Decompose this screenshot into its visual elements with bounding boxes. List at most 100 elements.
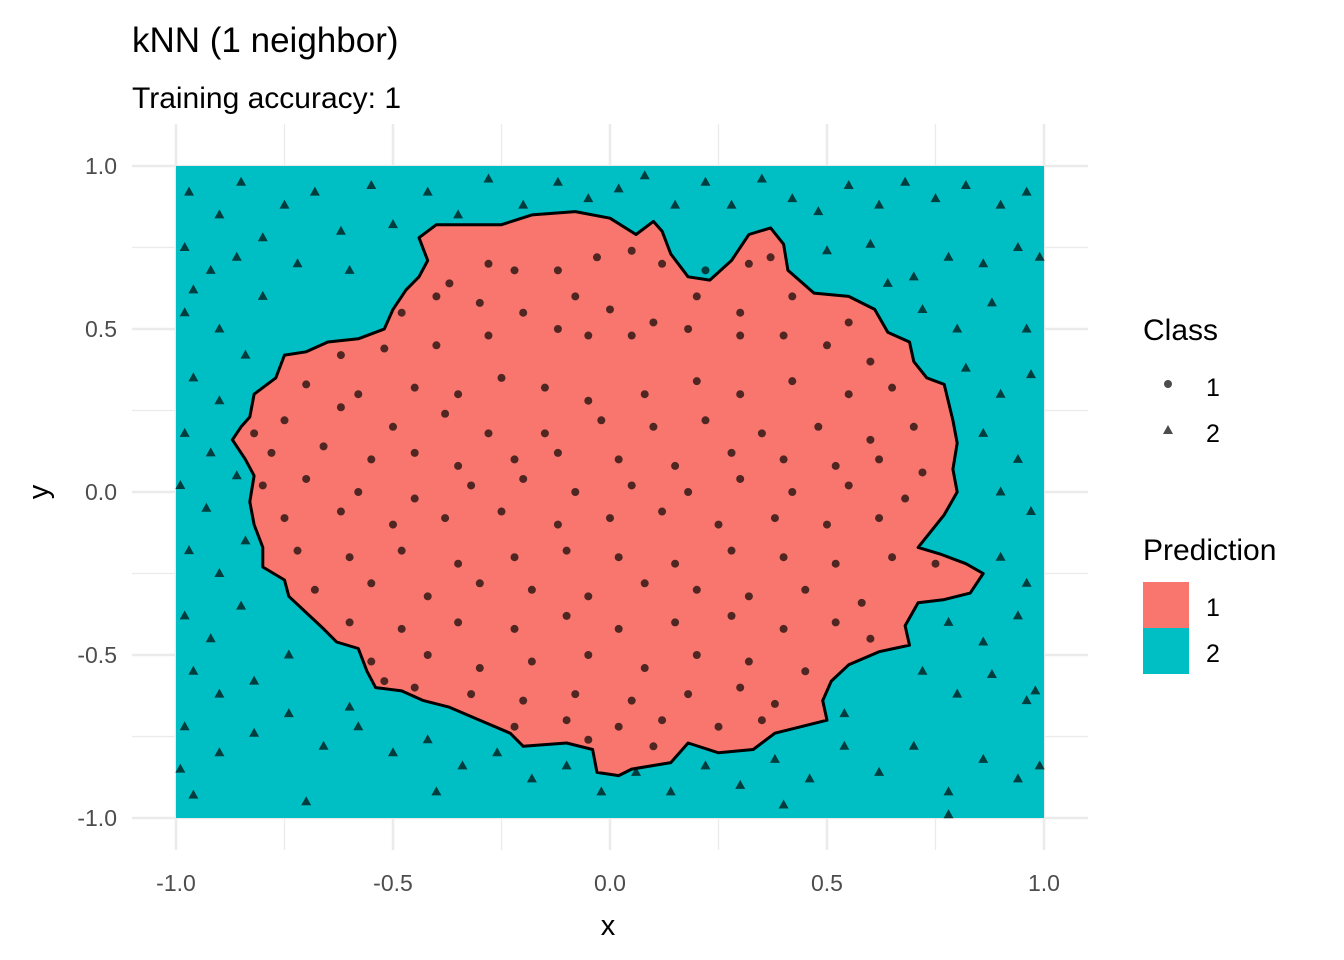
class-2-point [787, 193, 798, 203]
class-1-point [467, 690, 476, 699]
class-2-point [769, 753, 780, 763]
class-2-point [960, 180, 971, 190]
class-1-point [640, 390, 649, 399]
class-1-point [766, 253, 775, 262]
class-2-point [917, 303, 928, 313]
class-2-point [257, 290, 268, 300]
class-2-point [596, 786, 607, 796]
class-1-point [510, 624, 519, 633]
class-1-point [410, 494, 419, 503]
class-1-point [527, 657, 536, 666]
class-1-point [736, 308, 745, 317]
class-1-point [397, 624, 406, 633]
class-1-point [410, 383, 419, 392]
class-2-point [249, 727, 260, 737]
class-1-point [584, 396, 593, 405]
class-2-point [843, 180, 854, 190]
class-1-point [831, 618, 840, 627]
class-2-point [1021, 577, 1032, 587]
class-1-point [454, 618, 463, 627]
class-2-point [236, 600, 247, 610]
class-1-point [258, 481, 267, 490]
class-2-point [344, 264, 355, 274]
class-2-point [735, 779, 746, 789]
class-2-point [613, 183, 624, 193]
class-2-point [214, 688, 225, 698]
chart-title: kNN (1 neighbor) [132, 21, 399, 60]
class-2-point [231, 251, 242, 261]
class-1-point [727, 546, 736, 555]
class-1-point [770, 514, 779, 523]
class-1-point [744, 259, 753, 268]
class-1-point [497, 507, 506, 516]
class-1-point [875, 514, 884, 523]
class-1-point [918, 468, 927, 477]
class-2-point [552, 176, 563, 186]
class-2-point [453, 209, 464, 219]
class-1-point [627, 246, 636, 255]
class-1-point [857, 598, 866, 607]
class-1-point [671, 618, 680, 627]
class-2-point [561, 760, 572, 770]
class-2-point [1012, 610, 1023, 620]
class-2-point [283, 708, 294, 718]
class-1-point [614, 624, 623, 633]
class-2-point [366, 180, 377, 190]
legend-class-1-key [1164, 380, 1172, 388]
legend-class: Class 1 2 [1143, 314, 1220, 448]
y-tick-label: -1.0 [77, 805, 117, 831]
class-2-point [257, 232, 268, 242]
class-2-point [309, 186, 320, 196]
class-2-point [986, 669, 997, 679]
class-1-point [866, 634, 875, 643]
class-2-point [978, 636, 989, 646]
class-2-point [214, 395, 225, 405]
class-1-point [744, 657, 753, 666]
class-2-point [279, 199, 290, 209]
class-2-point [1021, 186, 1032, 196]
class-1-point [467, 481, 476, 490]
class-2-point [184, 186, 195, 196]
class-1-point [788, 488, 797, 496]
class-2-point [335, 225, 346, 235]
class-2-point [874, 766, 885, 776]
class-1-point [454, 461, 463, 470]
class-2-point [1021, 323, 1032, 333]
class-2-point [995, 551, 1006, 561]
class-1-point [844, 390, 853, 399]
class-2-point [804, 773, 815, 783]
class-2-point [986, 297, 997, 307]
class-1-point [614, 553, 623, 562]
class-2-point [457, 760, 468, 770]
class-1-point [445, 279, 454, 288]
class-2-point [231, 470, 242, 480]
class-2-point [526, 773, 537, 783]
class-1-point [684, 488, 693, 496]
class-2-point [188, 789, 199, 799]
class-1-point [454, 559, 463, 568]
class-1-point [627, 481, 636, 490]
class-1-point [714, 722, 723, 731]
class-1-point [475, 579, 484, 588]
class-2-point [249, 675, 260, 685]
class-2-point [175, 763, 186, 773]
class-1-point [553, 325, 562, 333]
class-2-point [422, 734, 433, 744]
class-2-point [188, 665, 199, 675]
class-2-point [179, 721, 190, 731]
class-1-point [658, 507, 667, 516]
class-2-point [960, 362, 971, 372]
class-2-point [283, 649, 294, 659]
x-tick-label: 0.0 [594, 870, 626, 896]
class-1-point [844, 481, 853, 490]
class-1-point [649, 318, 658, 327]
class-1-point [540, 383, 549, 392]
y-tick-label: 0.5 [85, 316, 117, 342]
class-2-point [874, 199, 885, 209]
class-2-point [882, 277, 893, 287]
class-1-point [736, 683, 745, 692]
class-1-point [888, 383, 897, 392]
class-1-point [336, 351, 345, 360]
class-1-point [658, 259, 667, 268]
